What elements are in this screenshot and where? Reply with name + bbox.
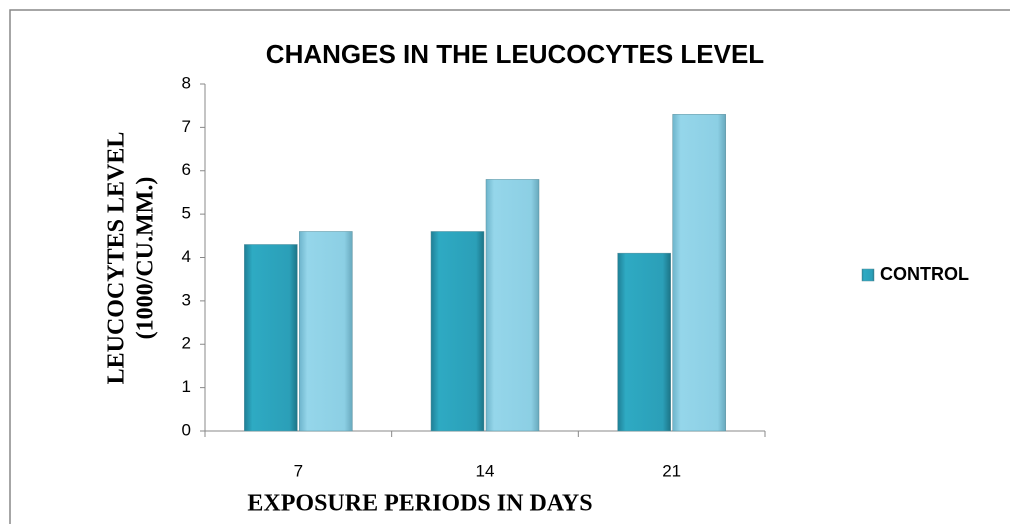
bar (485, 179, 540, 432)
chart-frame (9, 9, 1010, 524)
y-tick-label: 1 (182, 377, 191, 396)
x-tick-label: 7 (294, 461, 303, 480)
bar (617, 252, 671, 432)
y-tick-label: 3 (182, 290, 191, 309)
chart-title: CHANGES IN THE LEUCOCYTES LEVEL (266, 39, 764, 69)
y-axis-label: LEUCOCYTES LEVEL (104, 132, 130, 385)
y-tick-label: 7 (182, 117, 191, 136)
y-axis-label: (1000/CU.MM.) (133, 177, 159, 340)
y-tick-label: 2 (182, 334, 191, 353)
legend-swatch (861, 268, 875, 282)
bar (244, 244, 298, 432)
y-tick-label: 0 (182, 420, 191, 439)
y-tick-label: 4 (182, 247, 191, 266)
x-tick-label: 14 (476, 461, 495, 480)
y-tick-label: 8 (182, 73, 191, 92)
y-tick-label: 6 (182, 160, 191, 179)
bar (430, 231, 485, 432)
y-tick-label: 5 (182, 204, 191, 223)
legend-label: CONTROL (880, 264, 969, 284)
bar (672, 114, 726, 432)
x-axis-label: EXPOSURE PERIODS IN DAYS (247, 491, 592, 517)
x-tick-label: 21 (662, 461, 681, 480)
bar (299, 231, 353, 432)
